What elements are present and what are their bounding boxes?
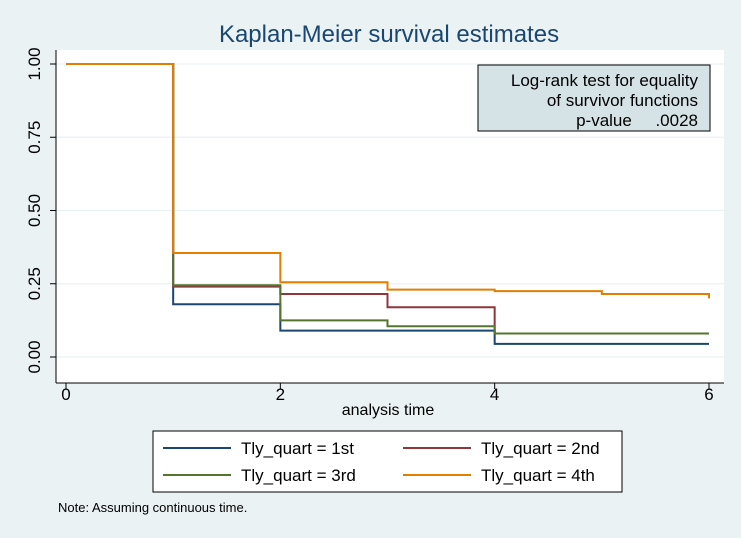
annotation-line-1: Log-rank test for equality [511,71,699,90]
axes: 0 2 4 6 0.00 0.25 0.50 0.75 1.00 [25,47,724,404]
x-axis-title: analysis time [342,402,435,419]
legend-label-3: Tly_quart = 3rd [241,466,356,485]
chart-title: Kaplan-Meier survival estimates [219,21,559,48]
annotation-line-2: of survivor functions [547,91,698,110]
series-lines [66,63,710,345]
x-tick-label-0: 0 [61,385,70,404]
annotation-line-3: p-value .0028 [576,111,698,130]
y-tick-label-2: 0.50 [25,194,44,227]
legend-entries: Tly_quart = 1st Tly_quart = 2nd Tly_quart … [163,439,600,485]
x-tick-label-3: 6 [704,385,713,404]
y-tick-label-0: 0.00 [25,340,44,373]
legend: Tly_quart = 1st Tly_quart = 2nd Tly_quart … [152,430,623,493]
y-tick-label-3: 0.75 [25,121,44,154]
y-tick-label-1: 0.25 [25,267,44,300]
legend-label-4: Tly_quart = 4th [481,466,595,485]
note-text: Note: Assuming continuous time. [58,500,247,515]
series-line-4 [66,63,710,299]
x-tick-label-2: 4 [490,385,499,404]
logrank-annotation-box: Log-rank test for equality of survivor f… [477,64,711,132]
legend-box [152,430,623,493]
legend-label-2: Tly_quart = 2nd [481,439,600,458]
grid-lines [56,63,724,358]
annotation-box-bg [477,64,711,132]
y-tick-label-4: 1.00 [25,47,44,80]
legend-label-1: Tly_quart = 1st [241,439,354,458]
x-tick-label-1: 2 [276,385,285,404]
